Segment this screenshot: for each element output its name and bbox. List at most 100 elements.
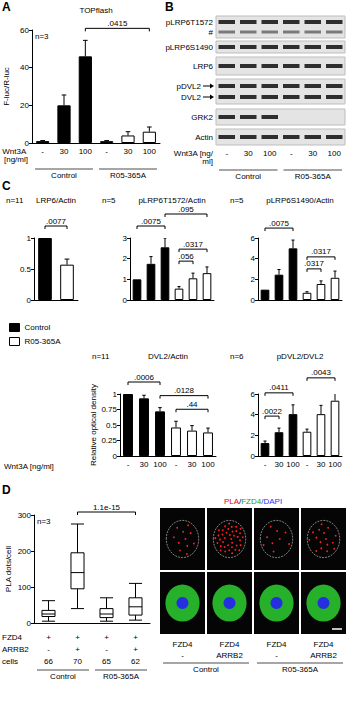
svg-text:F-luc/R-luc: F-luc/R-luc [2, 67, 11, 106]
svg-text:PLA: PLA [224, 497, 240, 506]
svg-text:FZD4: FZD4 [314, 640, 335, 649]
svg-text:TOPflash: TOPflash [79, 6, 112, 15]
svg-text:1: 1 [27, 234, 32, 243]
svg-text:.0128: .0128 [174, 386, 195, 395]
svg-text:60: 60 [20, 26, 29, 35]
svg-text:-: - [127, 460, 130, 469]
svg-text:100: 100 [201, 460, 215, 469]
svg-text:FZD4: FZD4 [173, 640, 194, 649]
svg-text:-: - [41, 147, 44, 156]
svg-text:-: - [275, 651, 278, 660]
svg-text:20: 20 [20, 101, 29, 110]
svg-text:0.5: 0.5 [20, 265, 32, 274]
svg-text:B: B [165, 0, 174, 14]
svg-text:C: C [2, 179, 11, 193]
svg-text:.095: .095 [178, 205, 194, 214]
svg-text:ml]: ml] [202, 157, 213, 166]
svg-text:Actin: Actin [195, 133, 213, 142]
svg-text:n=5: n=5 [102, 196, 116, 205]
svg-text:6: 6 [251, 390, 256, 399]
svg-text:DVL2/Actin: DVL2/Actin [148, 352, 188, 361]
svg-text:LRP6/Actin: LRP6/Actin [36, 196, 76, 205]
svg-text:.0317: .0317 [304, 259, 325, 268]
svg-text:n=3: n=3 [35, 32, 49, 41]
svg-text:65: 65 [102, 657, 111, 666]
svg-text:n=5: n=5 [230, 196, 244, 205]
svg-text:R05-365A: R05-365A [110, 171, 147, 180]
svg-text:30: 30 [124, 147, 133, 156]
svg-text:pLRP6S1490/Actin: pLRP6S1490/Actin [266, 196, 334, 205]
svg-text:4: 4 [251, 254, 256, 263]
svg-text:66: 66 [44, 657, 53, 666]
svg-text:Relative optical density: Relative optical density [89, 384, 98, 466]
svg-text:30: 30 [275, 460, 284, 469]
svg-text:.0415: .0415 [107, 19, 128, 28]
svg-text:.0043: .0043 [311, 368, 332, 377]
svg-text:30: 30 [308, 149, 317, 158]
svg-text:-: - [105, 645, 108, 654]
svg-text:-: - [47, 645, 50, 654]
svg-text:.0077: .0077 [46, 217, 67, 226]
svg-text:R05-365A: R05-365A [282, 665, 319, 674]
svg-text:1: 1 [123, 275, 128, 284]
svg-text:+: + [75, 645, 80, 654]
svg-text:PLA dots/cell: PLA dots/cell [4, 546, 13, 592]
svg-text:200: 200 [18, 547, 32, 556]
svg-text:100: 100 [143, 147, 157, 156]
svg-text:70: 70 [73, 657, 82, 666]
svg-text:100: 100 [263, 149, 277, 158]
svg-text:/DAPI: /DAPI [261, 497, 282, 506]
svg-text:+: + [75, 633, 80, 642]
svg-text:Control: Control [193, 665, 219, 674]
svg-text:0: 0 [123, 296, 128, 305]
svg-text:1.1e-15: 1.1e-15 [93, 503, 121, 512]
svg-text:-: - [306, 460, 309, 469]
svg-text:n=11: n=11 [92, 352, 110, 361]
svg-text:0.25: 0.25 [101, 436, 117, 445]
svg-text:62: 62 [131, 657, 140, 666]
svg-text:0.5: 0.5 [106, 421, 118, 430]
svg-text:Wnt3A [ng/ml]: Wnt3A [ng/ml] [4, 462, 54, 471]
svg-text:pLRP6T1572/Actin: pLRP6T1572/Actin [138, 196, 205, 205]
svg-text:30: 30 [188, 460, 197, 469]
svg-text:.44: .44 [186, 400, 198, 409]
svg-text:-: - [175, 460, 178, 469]
svg-text:+: + [133, 633, 138, 642]
svg-text:0: 0 [251, 452, 256, 461]
svg-text:n=3: n=3 [37, 517, 51, 526]
svg-text:Control: Control [51, 171, 77, 180]
svg-text:-: - [264, 460, 267, 469]
svg-text:-: - [225, 149, 228, 158]
svg-text:Control: Control [50, 672, 76, 681]
svg-text:LRP6: LRP6 [193, 62, 214, 71]
svg-text:+: + [104, 633, 109, 642]
svg-text:0.75: 0.75 [101, 405, 117, 414]
svg-text:#: # [209, 28, 214, 37]
svg-text:FZD4: FZD4 [267, 640, 288, 649]
svg-text:.0317: .0317 [183, 240, 204, 249]
svg-text:-: - [290, 149, 293, 158]
svg-text:pDVL2/DVL2: pDVL2/DVL2 [277, 352, 324, 361]
svg-text:.0075: .0075 [141, 217, 162, 226]
svg-text:0: 0 [27, 619, 32, 628]
svg-text:300: 300 [18, 511, 32, 520]
svg-text:3: 3 [123, 234, 128, 243]
svg-text:.0411: .0411 [269, 383, 289, 392]
svg-text:DVL2: DVL2 [181, 93, 202, 102]
svg-text:n=11: n=11 [6, 196, 24, 205]
svg-text:40: 40 [20, 63, 29, 72]
svg-text:FZD4: FZD4 [2, 633, 23, 642]
svg-text:FZD4: FZD4 [241, 497, 262, 506]
svg-text:+: + [133, 645, 138, 654]
svg-text:Control: Control [25, 323, 51, 332]
svg-text:30: 30 [60, 147, 69, 156]
svg-text:0: 0 [27, 296, 32, 305]
svg-text:Control: Control [235, 172, 261, 181]
svg-text:4: 4 [251, 410, 256, 419]
svg-text:pLRP6S1490: pLRP6S1490 [165, 43, 213, 52]
svg-text:.0317: .0317 [311, 247, 332, 256]
svg-text:6: 6 [251, 234, 256, 243]
svg-text:ARRB2: ARRB2 [310, 651, 337, 660]
svg-text:100: 100 [328, 149, 342, 158]
svg-text:pLRP6T1572: pLRP6T1572 [166, 18, 214, 27]
